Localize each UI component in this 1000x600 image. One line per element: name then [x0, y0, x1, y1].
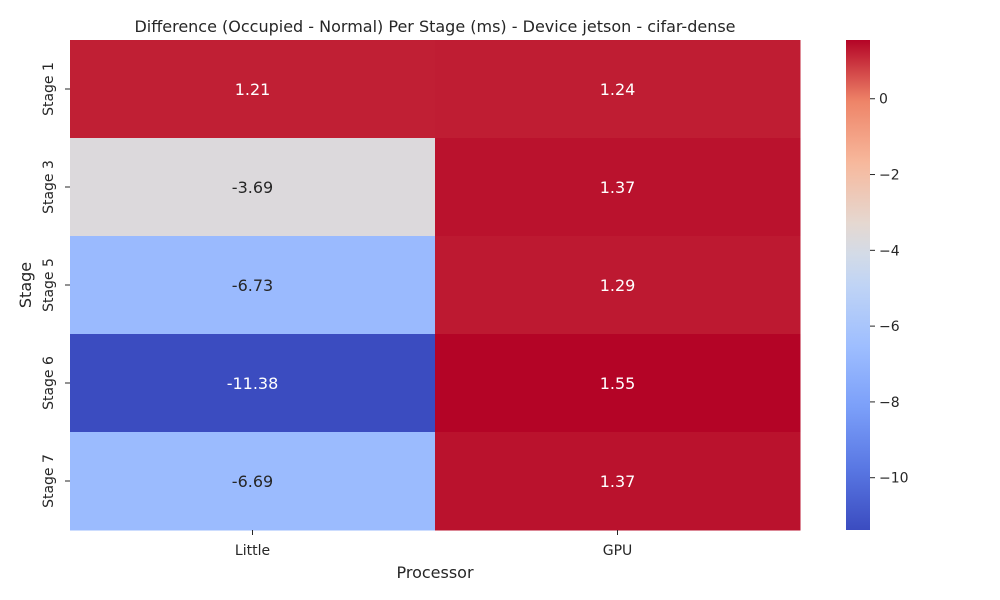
- x-tick-label: Little: [235, 543, 270, 559]
- colorbar-tick-label: −2: [879, 168, 900, 184]
- chart-title: Difference (Occupied - Normal) Per Stage…: [134, 17, 735, 36]
- y-tick-label: Stage 7: [41, 454, 57, 508]
- cell-value-label: 1.24: [600, 80, 636, 99]
- y-axis-ticks: Stage 1 Stage 3 Stage 5 Stage 6 Stage 7: [41, 62, 70, 508]
- y-tick-label: Stage 3: [41, 160, 57, 214]
- heatmap-cell: [435, 432, 801, 531]
- heatmap-cell: [435, 138, 801, 237]
- heatmap-cell: [70, 432, 436, 531]
- heatmap-cell: [435, 40, 801, 139]
- colorbar-tick-label: −4: [879, 243, 900, 259]
- colorbar-tick-label: −8: [879, 395, 900, 411]
- colorbar-tick-label: 0: [879, 92, 888, 108]
- heatmap-cell: [70, 40, 436, 139]
- x-tick-label: GPU: [603, 543, 633, 559]
- heatmap-cell: [435, 334, 801, 433]
- colorbar: [846, 40, 870, 530]
- cell-value-label: 1.37: [600, 178, 636, 197]
- heatmap-cells: [70, 40, 801, 531]
- colorbar-tick-label: −10: [879, 471, 909, 487]
- cell-value-label: -6.73: [232, 276, 273, 295]
- y-tick-label: Stage 6: [41, 356, 57, 410]
- y-axis-label: Stage: [16, 262, 35, 308]
- y-tick-label: Stage 1: [41, 62, 57, 116]
- colorbar-ticks: 0 −2 −4 −6 −8 −10: [870, 92, 909, 487]
- cell-value-label: 1.55: [600, 374, 636, 393]
- colorbar-tick-label: −6: [879, 319, 900, 335]
- cell-value-label: -3.69: [232, 178, 273, 197]
- cell-value-label: -6.69: [232, 472, 273, 491]
- x-axis-ticks: Little GPU: [235, 530, 632, 559]
- heatmap-cell: [70, 334, 436, 433]
- cell-value-label: 1.29: [600, 276, 636, 295]
- heatmap-cell: [70, 236, 436, 335]
- cell-value-label: 1.21: [235, 80, 271, 99]
- x-axis-label: Processor: [396, 563, 473, 582]
- heatmap-cell: [435, 236, 801, 335]
- cell-value-label: -11.38: [227, 374, 279, 393]
- heatmap-cell: [70, 138, 436, 237]
- cell-value-label: 1.37: [600, 472, 636, 491]
- heatmap-cell-labels: 1.21 1.24 -3.69 1.37 -6.73 1.29 -11.38 1.55 -6.6…: [227, 80, 636, 491]
- y-tick-label: Stage 5: [41, 258, 57, 312]
